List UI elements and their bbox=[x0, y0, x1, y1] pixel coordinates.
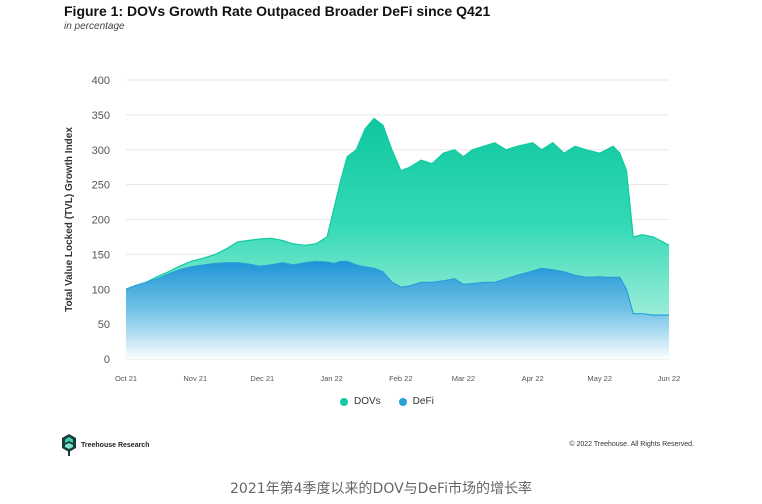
chart-subtitle: in percentage bbox=[64, 21, 125, 32]
y-tick-label: 100 bbox=[92, 284, 110, 296]
legend-swatch-defi bbox=[398, 397, 407, 406]
x-tick-label: Apr 22 bbox=[522, 374, 544, 383]
series-areas bbox=[125, 117, 670, 360]
figure-caption: 2021年第4季度以来的DOV与DeFi市场的增长率 bbox=[230, 481, 532, 497]
axes: 0 50 100 150 200 250 300 350 400 Oct 21 Nov 21 Dec … bbox=[64, 75, 680, 383]
y-tick-label: 350 bbox=[92, 110, 110, 122]
y-tick-label: 300 bbox=[92, 145, 110, 157]
x-tick-label: Nov 21 bbox=[183, 374, 207, 383]
y-tick-label: 250 bbox=[92, 180, 110, 192]
chart-title: Figure 1: DOVs Growth Rate Outpaced Broa… bbox=[64, 3, 491, 19]
legend-swatch-dovs bbox=[340, 397, 348, 406]
x-tick-label: Dec 21 bbox=[250, 374, 274, 383]
x-tick-label: Oct 21 bbox=[115, 374, 137, 383]
x-tick-label: Jun 22 bbox=[658, 374, 681, 383]
treehouse-logo-icon bbox=[62, 434, 76, 456]
x-tick-label: May 22 bbox=[587, 374, 612, 383]
y-tick-label: 150 bbox=[92, 249, 110, 261]
legend-item-dovs: DOVs bbox=[340, 396, 381, 407]
legend-label-defi: DeFi bbox=[412, 396, 434, 407]
legend-item-defi: DeFi bbox=[398, 396, 434, 407]
y-tick-label: 0 bbox=[104, 354, 110, 366]
area-defi bbox=[126, 261, 669, 359]
x-tick-label: Jan 22 bbox=[320, 374, 343, 383]
y-tick-label: 200 bbox=[92, 215, 110, 227]
x-tick-label: Feb 22 bbox=[389, 374, 412, 383]
legend-label-dovs: DOVs bbox=[354, 396, 381, 407]
x-tick-label: Mar 22 bbox=[452, 374, 475, 383]
y-axis-title: Total Value Locked (TVL) Growth Index bbox=[64, 127, 75, 312]
line-dovs bbox=[125, 117, 670, 290]
legend: DOVs DeFi bbox=[340, 396, 434, 407]
brand-logo: Treehouse Research bbox=[62, 434, 149, 456]
copyright-notice: © 2022 Treehouse. All Rights Reserved. bbox=[569, 441, 694, 448]
y-tick-label: 50 bbox=[98, 319, 110, 331]
brand-name: Treehouse Research bbox=[81, 441, 150, 449]
y-tick-label: 400 bbox=[92, 75, 110, 87]
line-defi bbox=[125, 260, 669, 316]
